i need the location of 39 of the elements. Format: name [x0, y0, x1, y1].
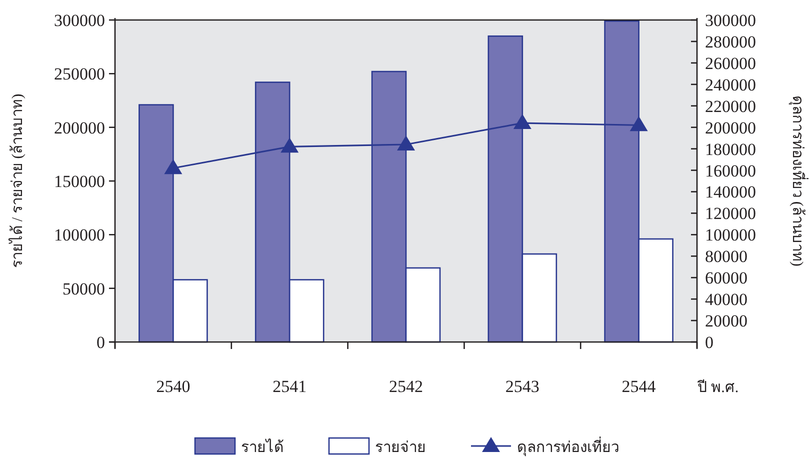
legend-label: ดุลการท่องเที่ยว [517, 436, 619, 457]
y2-axis-title: ดุลการท่องเที่ยว (ล้านบาท) [788, 96, 809, 266]
y2-tick-label: 40000 [705, 290, 748, 310]
y-tick-label: 0 [96, 333, 105, 352]
y2-tick-label: 80000 [705, 247, 748, 266]
point [513, 114, 532, 130]
y2-tick-label: 140000 [705, 182, 756, 202]
x-tick-label: 2541 [272, 377, 307, 396]
y-tick-label: 150000 [54, 172, 105, 191]
x-tick-label: 2544 [622, 377, 656, 396]
y2-tick-label: 60000 [705, 268, 748, 288]
y2-tick-label: 240000 [705, 75, 756, 94]
y2-tick-label: 300000 [705, 11, 756, 30]
y-tick-label: 300000 [54, 11, 105, 30]
y-tick-label: 50000 [62, 279, 105, 298]
y2-tick-label: 160000 [705, 161, 756, 180]
y2-tick-label: 120000 [705, 204, 756, 224]
point [164, 159, 182, 174]
y2-tick-label: 260000 [705, 54, 756, 73]
legend-label: รายจ่าย [375, 440, 426, 456]
y2-tick-label: 200000 [705, 118, 756, 138]
x-tick-label: 2540 [156, 377, 190, 396]
y-tick-label: 250000 [54, 64, 105, 84]
y2-tick-label: 100000 [705, 226, 756, 245]
y2-tick-label: 220000 [705, 96, 756, 116]
y2-tick-label: 20000 [705, 312, 748, 331]
y2-tick-label: 0 [705, 333, 714, 352]
x-tick-label: 2542 [389, 377, 423, 396]
point [280, 138, 299, 153]
x-axis-title: ปี พ.ศ. [696, 379, 739, 396]
legend-label: รายได้ [241, 438, 284, 456]
y2-tick-label: 280000 [705, 32, 756, 52]
y-axis-title: รายได้ / รายจ่าย (ล้านบาท) [8, 94, 26, 268]
y-tick-label: 200000 [54, 118, 105, 138]
y2-tick-label: 180000 [705, 140, 756, 159]
point [630, 116, 648, 132]
x-tick-label: 2543 [505, 377, 540, 396]
y-tick-label: 100000 [54, 226, 105, 245]
point [397, 136, 415, 151]
